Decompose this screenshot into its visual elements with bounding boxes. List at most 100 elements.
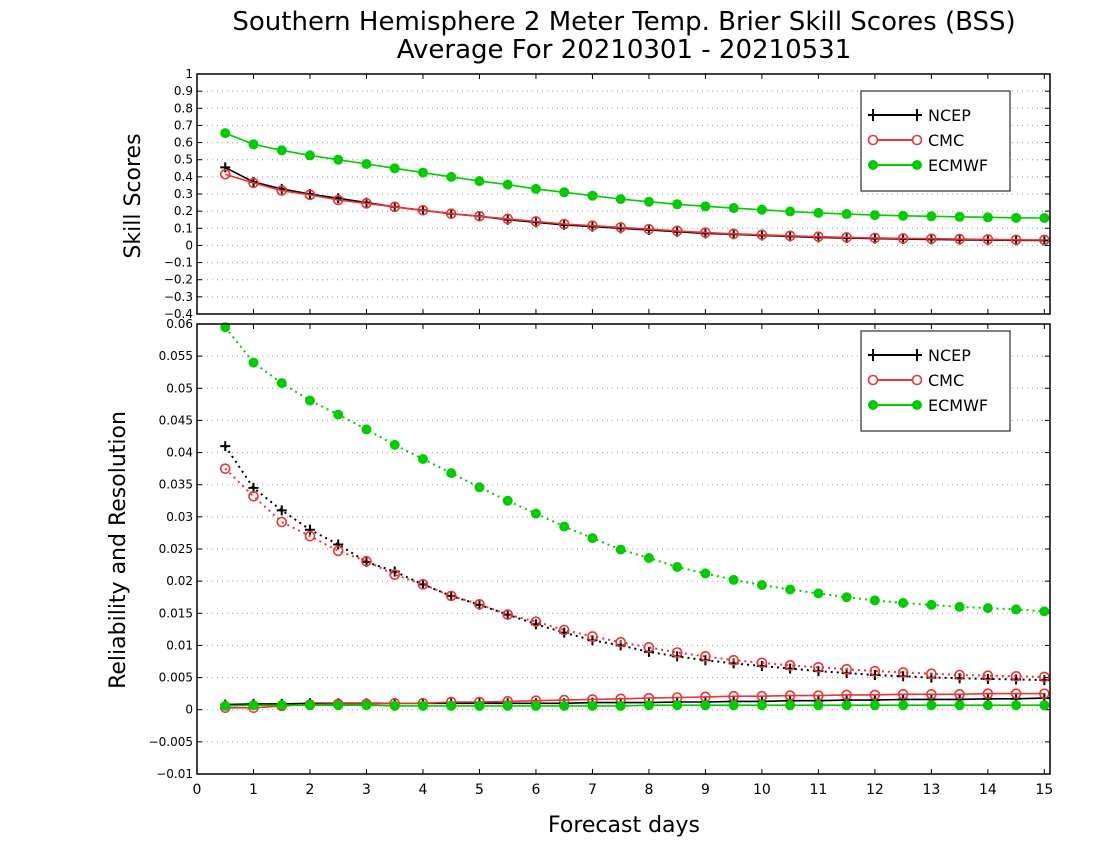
x-axis-label: Forecast days (548, 813, 700, 838)
y-axis-label-top: Skill Scores (121, 133, 146, 258)
y-tick-label: 0.01 (166, 638, 193, 652)
data-point (869, 232, 881, 244)
data-point (1039, 700, 1050, 711)
x-tick-label: 14 (979, 782, 997, 798)
series-ecmwf (220, 322, 1050, 617)
data-point (276, 145, 287, 156)
data-point (785, 206, 796, 217)
data-point (756, 229, 768, 241)
data-point (361, 159, 372, 169)
panel-skill-scores: −0.4 −0.3 −0.2 −0.1 0 0.1 0.2 0.3 0.4 0.5 0.6 0.7 0.… (164, 67, 1051, 321)
data-point (446, 590, 457, 601)
data-point (276, 185, 288, 196)
data-point (1039, 234, 1050, 246)
data-point (671, 647, 683, 658)
legend-label: NCEP (928, 106, 971, 125)
data-point (728, 228, 739, 240)
data-point (559, 521, 570, 532)
data-point (898, 700, 909, 711)
data-point (813, 661, 824, 673)
data-point (954, 700, 965, 711)
series-component (219, 688, 1050, 714)
data-point (559, 700, 570, 711)
data-point (672, 700, 683, 711)
data-point (700, 227, 711, 238)
data-point (615, 222, 626, 233)
y-tick-label: 0.4 (174, 170, 193, 184)
data-point (248, 357, 259, 368)
data-point (728, 574, 739, 585)
data-point (841, 209, 852, 220)
legend-marker (868, 349, 878, 361)
y-tick-label: −0.4 (164, 307, 193, 321)
data-point (276, 516, 288, 528)
x-tick-label: 13 (922, 782, 940, 798)
data-point (672, 199, 683, 210)
data-point (785, 584, 796, 595)
data-point (897, 233, 909, 244)
data-point (332, 194, 344, 206)
panel-reliability-resolution: −0.01 −0.005 0 0.005 0.01 0.015 0.02 0.025 0.03 0… (149, 317, 1054, 798)
data-point (417, 454, 428, 464)
data-point (1011, 212, 1022, 223)
y-tick-label: 0.5 (174, 153, 193, 167)
data-point (248, 700, 259, 711)
legend-label: CMC (928, 131, 964, 150)
data-point (530, 508, 541, 519)
legend-marker (868, 160, 878, 170)
y-tick-label: 0.3 (174, 187, 193, 201)
data-point (1011, 604, 1022, 615)
data-point (1039, 213, 1050, 223)
x-tick-label: 2 (306, 782, 315, 798)
data-point (530, 183, 541, 194)
legend-marker (911, 374, 923, 386)
data-point (841, 232, 852, 243)
chart-title: Southern Hemisphere 2 Meter Temp. Brier … (232, 7, 1015, 37)
data-point (813, 690, 824, 701)
y-tick-label: −0.1 (164, 256, 193, 270)
data-point (587, 631, 598, 642)
legend-marker (868, 400, 878, 410)
y-tick-label: 0.03 (166, 510, 193, 524)
legend: NCEP CMC ECMWF (860, 90, 1011, 192)
data-point (502, 213, 513, 225)
y-tick-label: 0.035 (159, 478, 193, 492)
chart-subtitle: Average For 20210301 - 20210531 (397, 35, 852, 65)
data-point (954, 688, 965, 700)
data-point (474, 482, 485, 493)
y-tick-label: −0.005 (149, 735, 193, 749)
data-point (784, 690, 796, 701)
data-point (982, 234, 994, 245)
y-tick-label: 0.025 (159, 542, 193, 556)
series-cmc (219, 168, 1050, 246)
data-point (982, 688, 994, 699)
data-point (304, 150, 315, 161)
data-point (785, 700, 796, 711)
data-point (304, 395, 315, 406)
data-point (756, 657, 768, 669)
x-tick-label: 12 (866, 782, 884, 798)
legend-marker (912, 109, 922, 121)
data-point (333, 700, 344, 711)
x-tick-label: 8 (644, 782, 653, 798)
data-point (841, 663, 852, 675)
data-point (502, 700, 513, 711)
data-point (784, 230, 796, 242)
legend-marker (912, 160, 922, 170)
y-tick-label: −0.3 (164, 290, 193, 304)
data-point (1039, 671, 1050, 683)
data-point (445, 208, 457, 220)
legend-marker (912, 349, 922, 361)
data-point (219, 168, 231, 180)
data-point (445, 590, 457, 602)
data-point (615, 700, 626, 711)
y-tick-label: 0 (185, 238, 193, 252)
data-point (926, 700, 937, 711)
legend-label: ECMWF (928, 156, 988, 175)
x-tick-label: 5 (475, 782, 484, 798)
data-point (474, 700, 485, 711)
data-point (982, 700, 993, 711)
data-point (813, 588, 824, 599)
data-point (446, 171, 457, 182)
